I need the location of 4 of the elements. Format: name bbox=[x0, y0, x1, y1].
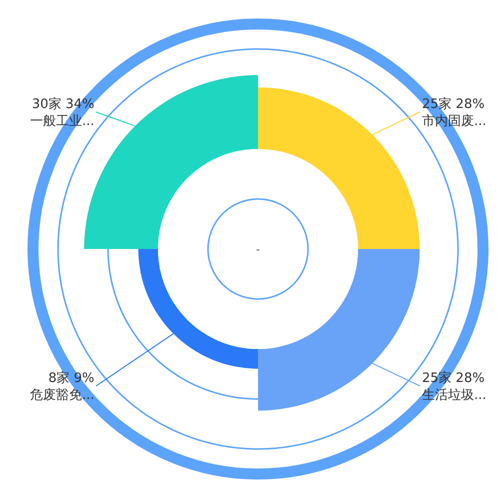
text: - bbox=[256, 243, 260, 256]
category-label: 市内固废... bbox=[422, 114, 486, 129]
category-label: 生活垃圾... bbox=[422, 388, 486, 403]
category-label: 危废豁免... bbox=[30, 388, 94, 403]
